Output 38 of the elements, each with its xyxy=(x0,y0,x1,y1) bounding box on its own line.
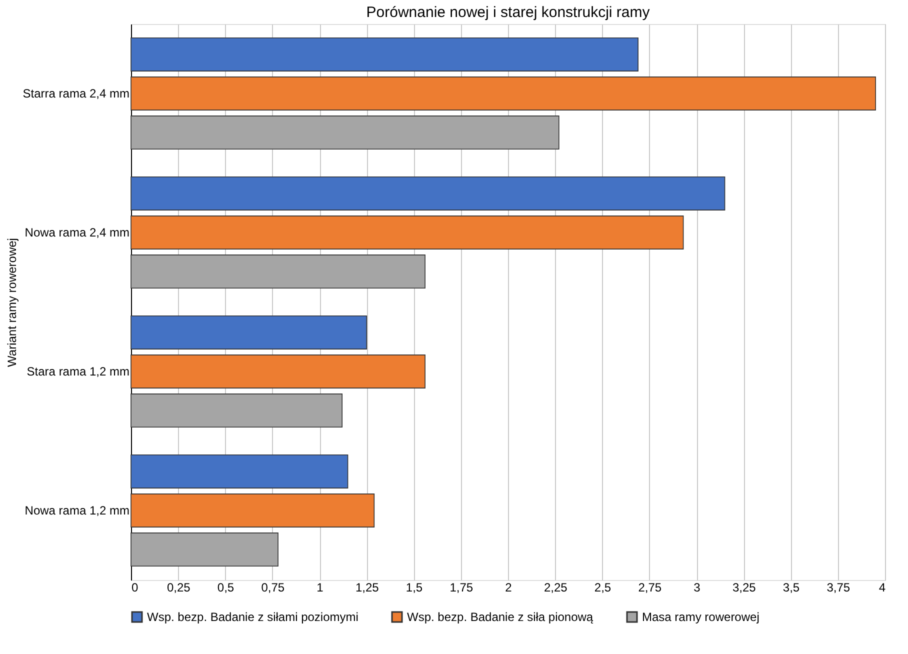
bar xyxy=(130,532,278,566)
chart-title: Porównanie nowej i starej konstrukcji ramy xyxy=(366,4,650,21)
x-tick-label: 0,25 xyxy=(166,580,191,594)
x-tick-label: 1,75 xyxy=(450,580,474,594)
bar xyxy=(130,38,638,72)
x-tick-label: 2 xyxy=(505,580,512,594)
y-axis-title: Wariant ramy rowerowej xyxy=(4,238,19,367)
bar xyxy=(130,494,375,528)
legend-label: Wsp. bezp. Badanie z siła pionową xyxy=(407,610,594,624)
x-tick-label: 2,25 xyxy=(544,580,568,594)
y-tick-label: Nowa rama 1,2 mm xyxy=(24,504,130,518)
x-tick-label: 3,25 xyxy=(732,580,756,594)
y-tick-label: Starra rama 2,4 mm xyxy=(22,86,130,100)
y-tick-label: Stara rama 1,2 mm xyxy=(26,364,130,378)
y-tick-label: Nowa rama 2,4 mm xyxy=(24,226,130,240)
x-tick-label: 0,75 xyxy=(261,580,285,594)
bar xyxy=(130,316,368,350)
x-tick-label: 1 xyxy=(316,580,324,594)
bar xyxy=(130,254,426,288)
bar xyxy=(130,116,560,150)
x-tick-label: 1,5 xyxy=(406,580,423,594)
legend-label: Wsp. bezp. Badanie z siłami poziomymi xyxy=(147,610,358,624)
x-tick-label: 3,75 xyxy=(826,580,850,594)
legend-label: Masa ramy rowerowej xyxy=(642,610,760,624)
x-tick-label: 0 xyxy=(132,580,138,594)
x-tick-label: 1,25 xyxy=(355,580,380,594)
x-tick-label: 3,5 xyxy=(782,580,800,594)
bar xyxy=(130,216,684,250)
x-tick-label: 3 xyxy=(694,580,701,594)
x-tick-label: 2,5 xyxy=(594,580,612,594)
bar xyxy=(130,454,348,488)
x-tick-label: 0,5 xyxy=(217,580,234,594)
bar xyxy=(130,354,426,388)
bar xyxy=(130,76,876,110)
bar xyxy=(130,394,343,428)
bar xyxy=(130,176,726,210)
x-tick-label: 2,75 xyxy=(638,580,662,594)
x-tick-label: 4 xyxy=(878,580,886,594)
